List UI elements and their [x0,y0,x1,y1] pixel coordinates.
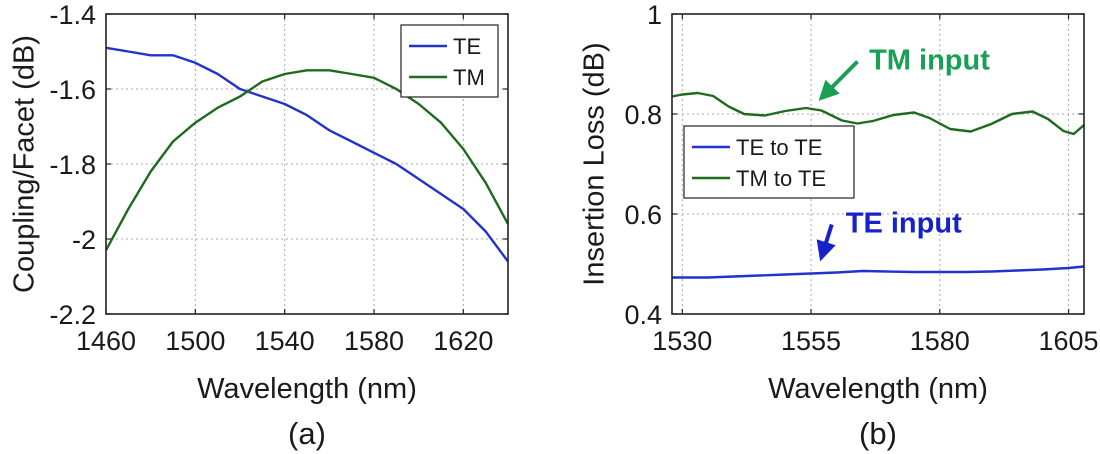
y-tick-label: -2.2 [49,300,96,330]
x-tick-label: 1530 [652,326,712,356]
y-tick-label: 1 [647,0,662,30]
series-line-te [105,46,509,263]
panel-b-y-axis-title: Insertion Loss (dB) [579,42,611,285]
panel-a-ticks: 1460 1500 1540 1580 1620 -2.2 -2 -1.8 -1.6 -1.4 [49,0,508,356]
annotation-arrow-1 [816,223,836,262]
x-tick-label: 1555 [781,326,841,356]
x-tick-label: 1620 [433,326,493,356]
x-tick-label: 1540 [255,326,315,356]
panel-b-ticks: 1530 1555 1580 1605 0.4 0.6 0.8 1 [624,0,1098,356]
legend-box [400,24,499,98]
panel-b-plot-frame [671,13,1085,315]
x-tick-label: 1460 [76,326,136,356]
panel-b-legend: TE to TE TM to TE [683,125,855,199]
legend-label-te-to-te: TE to TE [736,135,822,160]
x-tick-label: 1605 [1039,326,1099,356]
panel-a-legend: TE TM [400,24,499,98]
x-tick-label: 1500 [165,326,225,356]
legend-label-tm-to-te: TM to TE [736,166,826,191]
y-tick-label: -1.8 [49,150,96,180]
panel-b-chart: 1530 1555 1580 1605 0.4 0.6 0.8 1 Wavelength (n… [579,0,1099,451]
panel-a-y-axis-title: Coupling/Facet (dB) [9,35,41,293]
y-tick-label: 0.8 [624,100,662,130]
panel-b-series [671,91,1085,279]
y-tick-label: -2 [72,225,96,255]
y-tick-label: -1.6 [49,75,96,105]
panel-a-chart: 1460 1500 1540 1580 1620 -2.2 -2 -1.8 -1.6 -1.4 W… [9,0,510,451]
panel-a-caption: (a) [288,416,326,451]
panel-b-annotations: TM input TE input [816,45,990,262]
legend-box [683,125,855,199]
panel-a-x-axis-title: Wavelength (nm) [197,373,417,405]
legend-label-tm: TM [453,65,485,90]
y-tick-label: -1.4 [49,0,96,30]
panel-b-caption: (b) [859,416,897,451]
y-tick-label: 0.6 [624,200,662,230]
annotation-arrow-0 [818,60,859,101]
panel-a-series [104,46,510,263]
panel-b-x-axis-title: Wavelength (nm) [768,373,988,405]
x-tick-label: 1580 [344,326,404,356]
annotation-te-input: TE input [846,208,962,240]
series-line-tm [104,69,510,251]
series-line-tm-to-te [671,91,1085,136]
x-tick-label: 1580 [910,326,970,356]
annotation-tm-input: TM input [869,45,990,77]
legend-label-te: TE [453,34,481,59]
y-tick-label: 0.4 [624,300,662,330]
series-line-te-to-te [672,265,1085,279]
